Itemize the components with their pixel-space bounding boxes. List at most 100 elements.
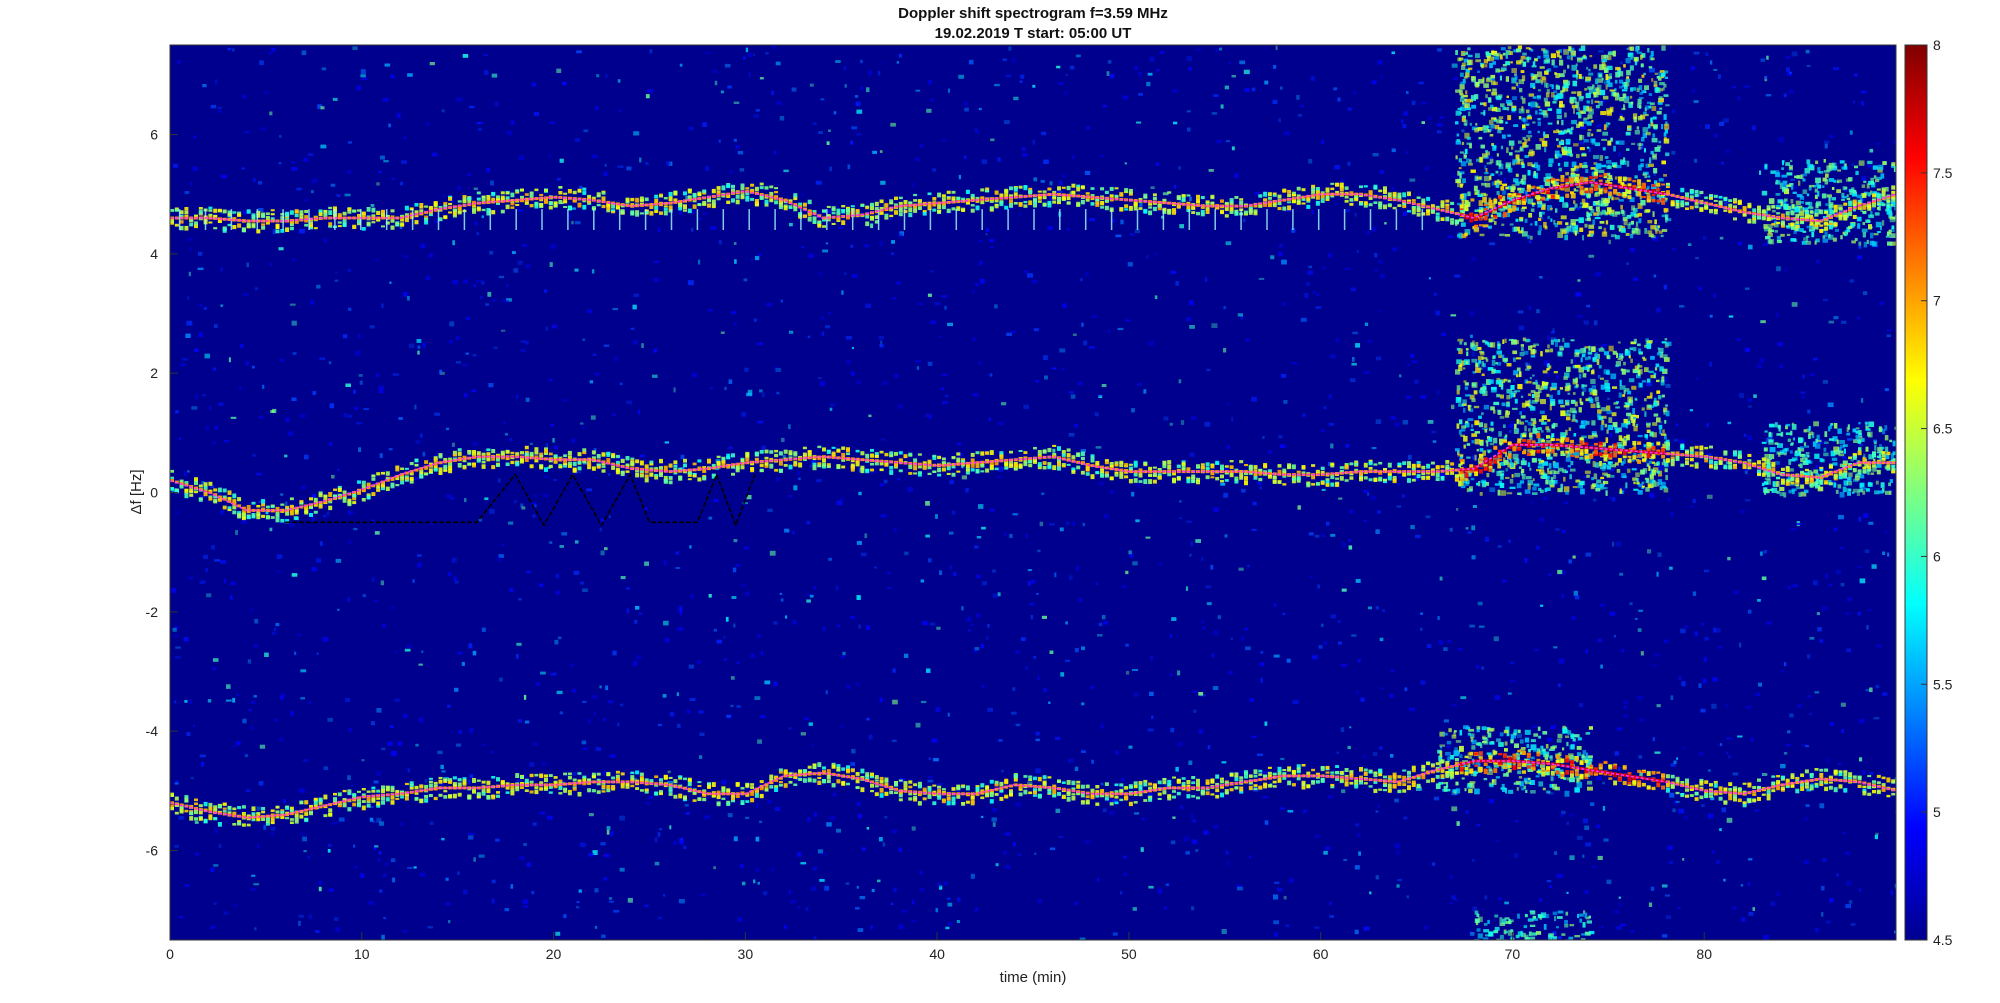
burst-speckle [1581, 754, 1585, 758]
noise-speckle [975, 907, 978, 912]
noise-speckle [1451, 404, 1455, 410]
burst-speckle [1630, 358, 1633, 363]
noise-speckle [601, 770, 607, 776]
burst-speckle [1488, 97, 1492, 103]
noise-speckle [1338, 641, 1342, 645]
burst-speckle [1512, 161, 1516, 166]
burst-speckle [1466, 158, 1470, 164]
burst-speckle [1519, 216, 1524, 221]
noise-speckle [250, 608, 253, 613]
noise-speckle [1150, 186, 1155, 189]
burst-speckle [1541, 110, 1547, 116]
noise-speckle [195, 394, 199, 400]
noise-speckle [1408, 454, 1412, 460]
noise-speckle [733, 623, 736, 628]
burst-speckle [1648, 123, 1651, 129]
noise-speckle [451, 442, 455, 447]
noise-speckle [1861, 176, 1867, 181]
noise-speckle [1547, 372, 1550, 377]
noise-speckle [570, 207, 576, 210]
noise-speckle [968, 59, 974, 65]
noise-speckle [516, 642, 522, 646]
noise-speckle [985, 233, 988, 236]
noise-speckle [1562, 337, 1565, 343]
noise-speckle [1884, 388, 1889, 392]
noise-speckle [1275, 45, 1278, 51]
noise-speckle [1484, 895, 1488, 900]
noise-speckle [532, 514, 536, 518]
burst-speckle [1614, 235, 1620, 240]
noise-speckle [1612, 541, 1615, 547]
noise-speckle [502, 299, 509, 303]
noise-speckle [915, 157, 920, 162]
burst-speckle [1464, 148, 1468, 155]
burst-speckle [1565, 413, 1571, 416]
noise-speckle [815, 479, 819, 483]
noise-speckle [329, 441, 333, 446]
burst-speckle [1605, 180, 1610, 186]
noise-speckle [1102, 104, 1107, 108]
burst-speckle [1636, 126, 1640, 130]
noise-speckle [1439, 116, 1444, 119]
burst-speckle [1588, 930, 1595, 935]
noise-speckle [1783, 662, 1787, 667]
noise-speckle [356, 422, 362, 425]
burst-speckle [1652, 124, 1658, 129]
noise-speckle [727, 714, 732, 719]
noise-speckle [422, 342, 426, 348]
burst-speckle [1588, 206, 1593, 211]
noise-speckle [1540, 217, 1544, 220]
noise-speckle [417, 350, 420, 355]
noise-speckle [641, 343, 644, 348]
burst-speckle [1570, 170, 1575, 175]
noise-speckle [418, 717, 423, 723]
noise-speckle [966, 618, 971, 622]
burst-speckle [1511, 392, 1515, 398]
burst-speckle [1576, 70, 1579, 75]
burst-speckle [1624, 350, 1631, 356]
burst-speckle [1469, 781, 1476, 784]
noise-speckle [1634, 617, 1638, 620]
burst-speckle [1476, 913, 1480, 917]
noise-speckle [1228, 62, 1231, 65]
burst-speckle [1595, 91, 1599, 98]
noise-speckle [981, 526, 986, 530]
noise-speckle [1106, 797, 1113, 802]
burst-speckle [1578, 367, 1584, 373]
noise-speckle [398, 417, 403, 420]
noise-speckle [673, 387, 676, 393]
noise-speckle [789, 222, 793, 227]
burst-speckle [1501, 354, 1505, 358]
burst-speckle [1588, 726, 1593, 730]
burst-speckle [1633, 116, 1637, 123]
burst-speckle [1486, 162, 1493, 165]
noise-speckle [1136, 121, 1142, 124]
noise-speckle [284, 501, 288, 507]
noise-speckle [922, 620, 928, 626]
burst-speckle [1472, 226, 1475, 230]
burst-speckle [1521, 75, 1526, 82]
noise-speckle [1036, 593, 1039, 595]
noise-speckle [1201, 557, 1204, 561]
noise-speckle [186, 320, 193, 326]
burst-speckle [1522, 174, 1527, 181]
noise-speckle [893, 528, 897, 533]
noise-speckle [1815, 927, 1819, 933]
burst-speckle [1486, 89, 1492, 92]
burst-speckle [1556, 51, 1560, 58]
burst-speckle [1635, 221, 1639, 227]
noise-speckle [604, 163, 607, 167]
noise-speckle [172, 627, 177, 632]
noise-speckle [1065, 659, 1070, 662]
noise-speckle [1457, 647, 1463, 651]
noise-speckle [258, 181, 262, 185]
noise-speckle [713, 628, 717, 632]
burst-speckle [1574, 230, 1577, 236]
noise-speckle [1019, 213, 1023, 216]
burst-speckle [1585, 932, 1592, 935]
noise-speckle [1379, 310, 1383, 313]
noise-speckle [841, 290, 844, 295]
noise-speckle [1321, 488, 1326, 491]
noise-speckle [1099, 155, 1105, 158]
noise-speckle [455, 361, 461, 364]
